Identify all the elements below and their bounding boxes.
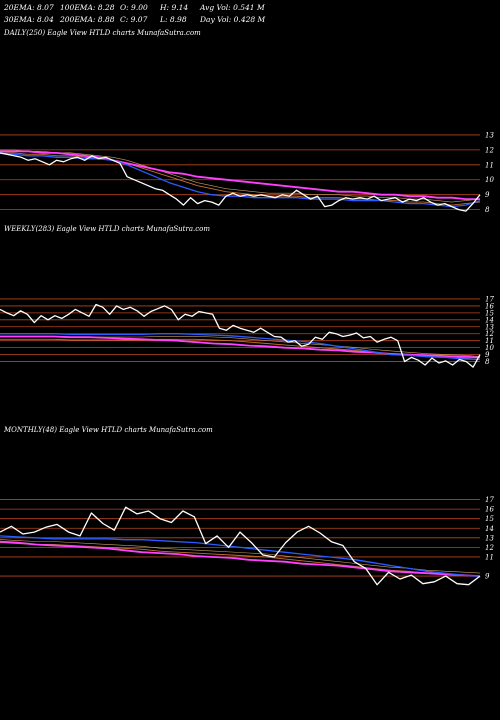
y-tick-label: 9 bbox=[485, 191, 490, 199]
ema-mid-series-line-shadow bbox=[0, 149, 481, 203]
price-series-line bbox=[0, 303, 481, 368]
monthly-chart-title: MONTHLY(48) Eagle View HTLD charts Munaf… bbox=[4, 426, 213, 434]
ema-long-series-line bbox=[0, 335, 481, 359]
ema-short-series-line bbox=[0, 535, 481, 577]
ema-mid-series-line-shadow bbox=[0, 335, 481, 357]
y-tick-label: 13 bbox=[485, 534, 494, 542]
y-tick-label: 9 bbox=[485, 351, 490, 359]
y-tick-label: 14 bbox=[485, 525, 494, 533]
y-tick-label: 15 bbox=[485, 515, 494, 523]
y-tick-label: 12 bbox=[485, 330, 494, 338]
y-tick-label: 15 bbox=[485, 309, 494, 317]
y-tick-label: 16 bbox=[485, 506, 494, 514]
ema-mid-series-line-shadow bbox=[0, 539, 481, 574]
y-tick-label: 17 bbox=[485, 496, 494, 504]
ema-mid-series-line bbox=[0, 338, 481, 360]
price-series-line bbox=[0, 506, 481, 586]
y-tick-label: 10 bbox=[485, 344, 494, 352]
y-tick-label: 11 bbox=[485, 337, 494, 345]
ema30-label: 30EMA: 8.04 bbox=[4, 15, 54, 24]
y-tick-label: 11 bbox=[485, 161, 494, 169]
daily-chart-title: DAILY(250) Eagle View HTLD charts Munafa… bbox=[4, 29, 201, 37]
ema20-label: 20EMA: 8.07 bbox=[4, 3, 54, 12]
ema-long-series-line bbox=[0, 540, 481, 577]
ema-short-series-line bbox=[0, 333, 481, 361]
ema100-label: 100EMA: 8.28 bbox=[60, 3, 115, 12]
chart-panel-0: 13 12 11 10 9 8 bbox=[0, 131, 494, 214]
ema-long-series-line bbox=[0, 150, 480, 201]
y-tick-label: 13 bbox=[485, 323, 494, 331]
y-tick-label: 14 bbox=[485, 316, 494, 324]
high-label: H: 9.14 bbox=[160, 3, 189, 12]
low-label: L: 8.98 bbox=[160, 15, 187, 24]
y-tick-label: 9 bbox=[485, 573, 490, 581]
ema-mid-series-line bbox=[0, 542, 481, 577]
y-tick-label: 12 bbox=[485, 544, 494, 552]
y-tick-label: 17 bbox=[485, 295, 494, 303]
y-tick-label: 10 bbox=[485, 176, 494, 184]
ema200-label: 200EMA: 8.88 bbox=[60, 15, 115, 24]
price-series-line bbox=[0, 152, 481, 212]
y-tick-label: 12 bbox=[485, 146, 494, 154]
y-tick-label: 11 bbox=[485, 553, 494, 561]
y-tick-label: 8 bbox=[485, 206, 490, 214]
close-label: C: 9.07 bbox=[120, 15, 148, 24]
weekly-chart-title: WEEKLY(283) Eagle View HTLD charts Munaf… bbox=[4, 225, 211, 233]
avg-vol-label: Avg Vol: 0.541 M bbox=[200, 3, 265, 12]
ema-mid-series-line bbox=[0, 152, 481, 206]
day-vol-label: Day Vol: 0.428 M bbox=[200, 15, 266, 24]
y-tick-label: 8 bbox=[485, 358, 490, 366]
y-tick-label: 13 bbox=[485, 131, 494, 139]
open-label: O: 9.00 bbox=[120, 3, 148, 12]
y-tick-label: 16 bbox=[485, 302, 494, 310]
